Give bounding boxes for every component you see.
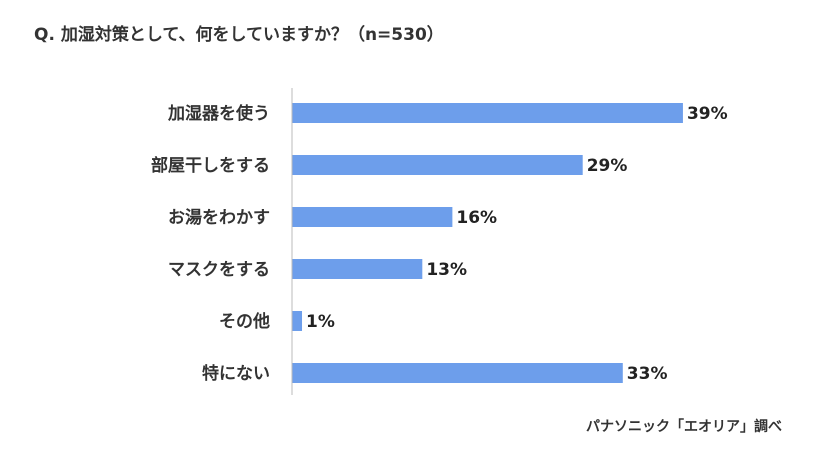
value-label-2: 16% — [456, 208, 497, 228]
bar-0 — [292, 103, 683, 123]
category-label-0: 加湿器を使う — [167, 103, 270, 124]
category-label-5: 特にない — [202, 363, 270, 384]
value-label-3: 13% — [426, 260, 467, 280]
category-label-3: マスクをする — [168, 260, 270, 280]
bar-2 — [292, 207, 453, 227]
value-label-4: 1% — [306, 312, 335, 332]
category-label-4: その他 — [219, 311, 270, 332]
chart-title: Q. 加湿対策として、何をしていますか？（n=530） — [34, 25, 444, 45]
bar-4 — [292, 311, 303, 331]
value-label-1: 29% — [587, 156, 628, 176]
value-label-0: 39% — [687, 104, 728, 124]
bar-3 — [292, 259, 423, 279]
bar-5 — [292, 363, 623, 383]
category-label-2: お湯をわかす — [168, 208, 270, 228]
labels-group: 加湿器を使う 39% 部屋干しをする 29% お湯をわかす 16% マスクをする 13% その他… — [151, 103, 728, 384]
source-note: パナソニック「エオリア」調べ — [586, 419, 782, 435]
bars-group — [292, 103, 683, 383]
category-label-1: 部屋干しをする — [151, 155, 270, 176]
value-label-5: 33% — [627, 364, 668, 384]
bar-1 — [292, 155, 583, 175]
